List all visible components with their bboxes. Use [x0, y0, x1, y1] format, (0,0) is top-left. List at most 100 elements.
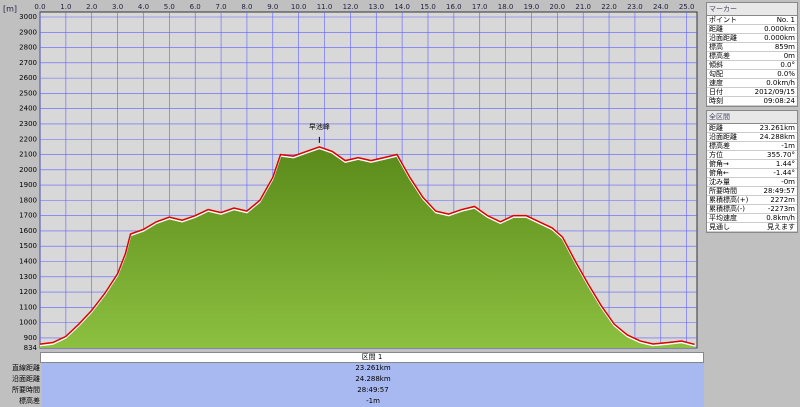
info-value: 09:08:24: [763, 97, 795, 105]
info-value: -1m: [781, 142, 795, 150]
y-axis-label: [m]: [3, 5, 17, 14]
info-row: 方位 355.70°: [707, 151, 797, 160]
info-value: 0.0km/h: [766, 79, 795, 87]
y-tick-label: 1900: [19, 181, 37, 189]
x-tick-label: 4.0: [138, 3, 149, 11]
info-row: 沿面距離 0.000km: [707, 34, 797, 43]
y-tick-label: 2200: [19, 135, 37, 143]
y-tick-label: 900: [24, 334, 37, 342]
x-tick-label: 12.0: [343, 3, 359, 11]
info-value: No. 1: [776, 16, 795, 24]
side-panel: マーカー ポイント No. 1 距離 0.000km 沿面距離 0.000km 標高 859m 標…: [706, 2, 798, 236]
section-header: 区間 1: [40, 352, 704, 363]
section-summary: 区間 1 直線距離 23.261km 沿面距離 24.288km 所要時間 28:49:5…: [0, 352, 704, 407]
info-label: 俯角←: [709, 169, 729, 177]
info-row: 標高 859m: [707, 43, 797, 52]
info-row: 勾配 0.0%: [707, 70, 797, 79]
section-title: 全区間: [707, 111, 797, 124]
x-tick-label: 11.0: [317, 3, 333, 11]
info-label: 方位: [709, 151, 723, 159]
info-row: 速度 0.0km/h: [707, 79, 797, 88]
info-row: 累積標高(-) -2273m: [707, 205, 797, 214]
y-tick-label: 1100: [19, 303, 37, 311]
x-tick-label: 1.0: [60, 3, 71, 11]
summary-label: 標高差: [0, 396, 42, 407]
y-tick-label: 1500: [19, 242, 37, 250]
info-row: 俯角← -1.44°: [707, 169, 797, 178]
x-tick-label: 18.0: [498, 3, 514, 11]
x-tick-label: 24.0: [653, 3, 669, 11]
x-tick-label: 7.0: [215, 3, 226, 11]
info-label: 速度: [709, 79, 723, 87]
x-tick-label: 2.0: [86, 3, 97, 11]
y-tick-label: 1600: [19, 227, 37, 235]
info-value: 2012/09/15: [754, 88, 795, 96]
x-tick-label: 0.0: [34, 3, 45, 11]
y-tick-label: 1400: [19, 258, 37, 266]
info-row: 平均速度 0.8km/h: [707, 214, 797, 223]
x-tick-label: 16.0: [446, 3, 462, 11]
info-row: 累積標高(+) 2272m: [707, 196, 797, 205]
x-tick-label: 14.0: [394, 3, 410, 11]
total-section: 全区間 距離 23.261km 沿面距離 24.288km 標高差 -1m 方位 355.70°…: [706, 110, 798, 233]
summary-label: 沿面距離: [0, 374, 42, 385]
info-value: 2272m: [770, 196, 795, 204]
summary-value: 24.288km: [42, 374, 704, 385]
info-value: 0.0°: [780, 61, 795, 69]
y-tick-label: 2100: [19, 151, 37, 159]
info-label: 傾斜: [709, 61, 723, 69]
y-tick-label: 2800: [19, 44, 37, 52]
info-row: 傾斜 0.0°: [707, 61, 797, 70]
y-tick-label: 2300: [19, 120, 37, 128]
info-label: 沿面距離: [709, 34, 737, 42]
info-label: 距離: [709, 124, 723, 132]
info-row: 距離 0.000km: [707, 25, 797, 34]
info-row: 見通し 見えます: [707, 223, 797, 232]
summary-value: 28:49:57: [42, 385, 704, 396]
info-row: 標高差 -1m: [707, 142, 797, 151]
info-row: 標高差 0m: [707, 52, 797, 61]
info-row: 日付 2012/09/15: [707, 88, 797, 97]
info-value: 859m: [774, 43, 795, 51]
info-label: 日付: [709, 88, 723, 96]
info-label: 見通し: [709, 223, 730, 231]
info-value: 0.000km: [764, 25, 795, 33]
info-value: 355.70°: [767, 151, 795, 159]
x-tick-label: 21.0: [575, 3, 591, 11]
info-label: 勾配: [709, 70, 723, 78]
x-tick-label: 13.0: [368, 3, 384, 11]
x-tick-label: 20.0: [550, 3, 566, 11]
x-tick-label: 5.0: [164, 3, 175, 11]
marker-section: マーカー ポイント No. 1 距離 0.000km 沿面距離 0.000km 標高 859m 標…: [706, 2, 798, 107]
info-value: 0.0%: [777, 70, 795, 78]
info-row: 沿面距離 24.288km: [707, 133, 797, 142]
info-label: 標高: [709, 43, 723, 51]
summary-value: -1m: [42, 396, 704, 407]
info-value: 28:49:57: [763, 187, 795, 195]
y-tick-label: 2900: [19, 28, 37, 36]
section-title: マーカー: [707, 3, 797, 16]
x-tick-label: 6.0: [190, 3, 201, 11]
y-tick-label: 3000: [19, 13, 37, 21]
info-label: 累積標高(+): [709, 196, 749, 204]
info-row: 距離 23.261km: [707, 124, 797, 133]
info-label: 沿面距離: [709, 133, 737, 141]
y-tick-label: 1200: [19, 288, 37, 296]
summary-value: 23.261km: [42, 363, 704, 374]
info-label: 標高差: [709, 142, 730, 150]
info-label: ポイント: [709, 16, 737, 24]
y-tick-label: 1000: [19, 319, 37, 327]
y-tick-label: 2000: [19, 166, 37, 174]
y-tick-label: 2400: [19, 105, 37, 113]
y-tick-label: 2600: [19, 74, 37, 82]
info-value: 0m: [783, 52, 795, 60]
info-value: 0.000km: [764, 34, 795, 42]
summary-row: 沿面距離 24.288km: [0, 374, 704, 385]
info-row: 所要時間 28:49:57: [707, 187, 797, 196]
info-value: 1.44°: [775, 160, 795, 168]
info-row: 時刻 09:08:24: [707, 97, 797, 106]
y-tick-label: 834: [24, 344, 38, 352]
x-tick-label: 15.0: [420, 3, 436, 11]
summary-label: 直線距離: [0, 363, 42, 374]
info-value: -0m: [781, 178, 795, 186]
